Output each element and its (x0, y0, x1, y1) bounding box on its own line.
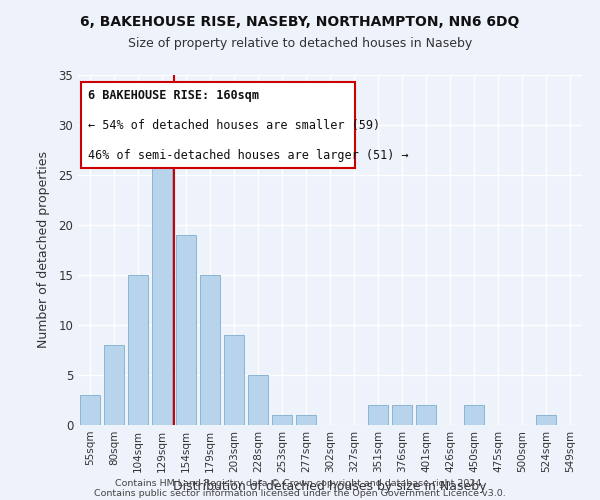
Bar (392, 405, 412, 425)
Bar (536, 415, 556, 425)
Bar (464, 405, 484, 425)
Bar (104, 345, 124, 425)
Text: Contains HM Land Registry data © Crown copyright and database right 2024.: Contains HM Land Registry data © Crown c… (115, 478, 485, 488)
X-axis label: Distribution of detached houses by size in Naseby: Distribution of detached houses by size … (173, 480, 487, 494)
Y-axis label: Number of detached properties: Number of detached properties (37, 152, 50, 348)
Text: Contains public sector information licensed under the Open Government Licence v3: Contains public sector information licen… (94, 488, 506, 498)
Bar (128, 275, 148, 425)
Bar (416, 405, 436, 425)
Text: 46% of semi-detached houses are larger (51) →: 46% of semi-detached houses are larger (… (88, 148, 409, 162)
Text: ← 54% of detached houses are smaller (59): ← 54% of detached houses are smaller (59… (88, 118, 380, 132)
Text: Size of property relative to detached houses in Naseby: Size of property relative to detached ho… (128, 38, 472, 51)
Bar (176, 235, 196, 425)
Bar (152, 145, 172, 425)
Bar (224, 335, 244, 425)
Bar (200, 275, 220, 425)
FancyBboxPatch shape (80, 82, 355, 168)
Bar (272, 415, 292, 425)
Bar (80, 395, 100, 425)
Bar (296, 415, 316, 425)
Bar (368, 405, 388, 425)
Bar (248, 375, 268, 425)
Text: 6, BAKEHOUSE RISE, NASEBY, NORTHAMPTON, NN6 6DQ: 6, BAKEHOUSE RISE, NASEBY, NORTHAMPTON, … (80, 15, 520, 29)
Text: 6 BAKEHOUSE RISE: 160sqm: 6 BAKEHOUSE RISE: 160sqm (88, 89, 259, 102)
